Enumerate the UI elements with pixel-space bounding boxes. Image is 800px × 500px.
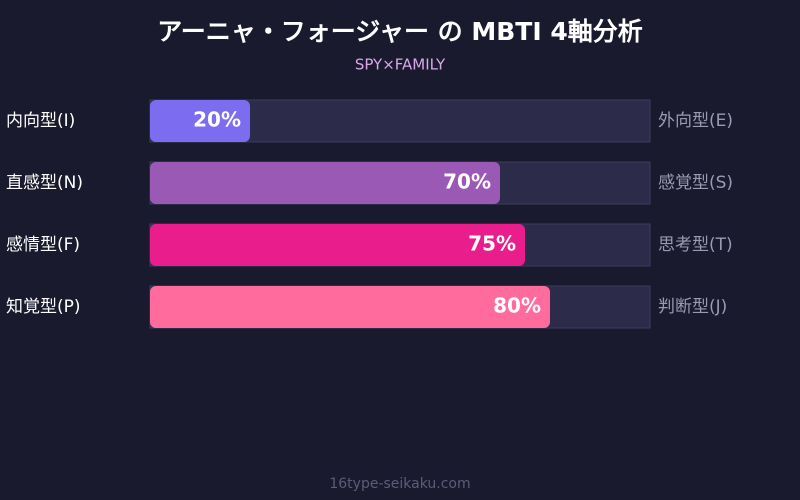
right-label: 思考型(T) — [658, 235, 733, 255]
bar — [150, 162, 500, 204]
bar — [150, 286, 550, 328]
value-label: 75% — [468, 232, 516, 256]
value-label: 70% — [443, 170, 491, 194]
value-label: 20% — [193, 108, 241, 132]
bar — [150, 224, 525, 266]
left-label: 内向型(I) — [6, 111, 75, 131]
value-label: 80% — [493, 294, 541, 318]
right-label: 外向型(E) — [658, 111, 733, 131]
right-label: 判断型(J) — [658, 297, 727, 317]
left-label: 知覚型(P) — [6, 297, 81, 317]
footer: 16type-seikaku.com — [329, 476, 470, 492]
chart-title: アーニャ・フォージャー の MBTI 4軸分析 — [157, 17, 643, 46]
left-label: 感情型(F) — [6, 235, 80, 255]
chart-subtitle: SPY×FAMILY — [355, 56, 446, 74]
left-label: 直感型(N) — [6, 173, 83, 193]
right-label: 感覚型(S) — [658, 173, 733, 193]
bar — [150, 100, 250, 142]
